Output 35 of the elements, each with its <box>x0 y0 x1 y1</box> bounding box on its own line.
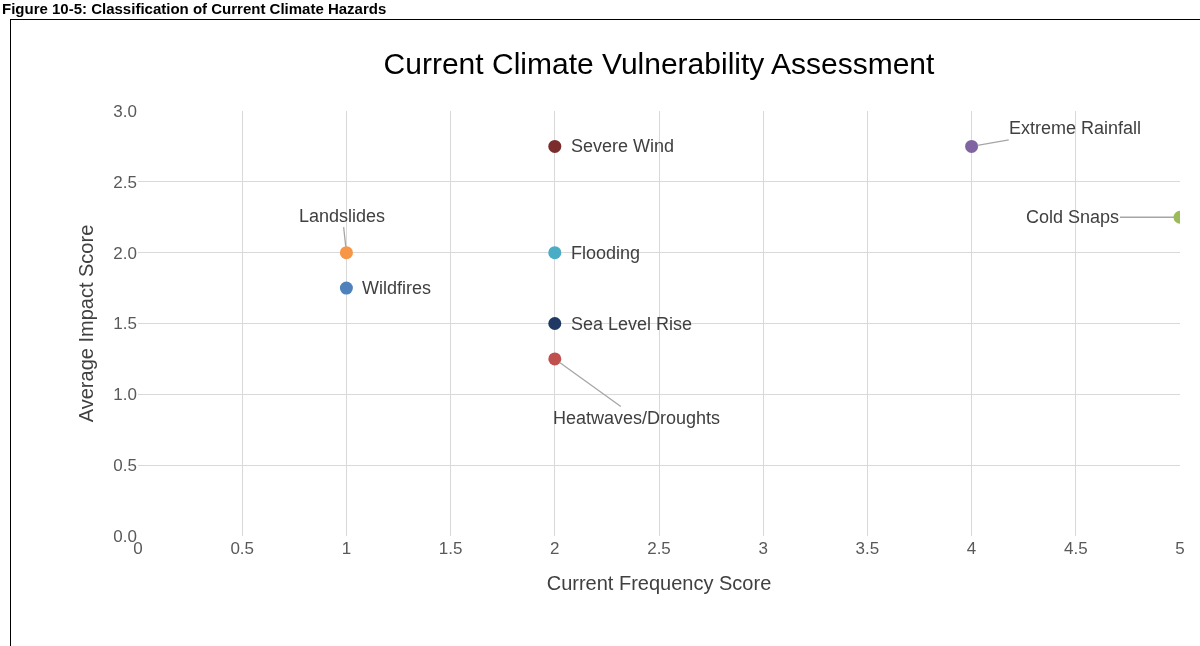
caption: Figure 10-5: Classification of Current Climate Hazards <box>2 0 387 18</box>
x-tick-label: 5 <box>1175 539 1185 558</box>
x-tick-label: 1 <box>341 539 352 558</box>
y-tick-label: 2.0 <box>113 243 137 263</box>
series-label: Sea Level Rise <box>571 314 693 334</box>
point <box>965 139 979 153</box>
point <box>548 352 562 366</box>
point <box>339 246 353 260</box>
y-tick-label: 1.5 <box>113 314 137 334</box>
x-tick-label: 0.5 <box>230 539 255 558</box>
y-axis-title: Average Impact Score <box>74 224 97 423</box>
point <box>548 139 562 153</box>
series-label: Extreme Rainfall <box>1009 118 1142 138</box>
x-tick-label: 3 <box>758 539 768 558</box>
point <box>548 246 562 260</box>
x-axis-title: Current Frequency Score <box>546 571 772 594</box>
point <box>548 317 562 330</box>
text: Heatwaves/Droughts <box>553 408 721 428</box>
x-tick-label: 3.5 <box>855 539 880 558</box>
series-label: Severe Wind <box>571 136 675 156</box>
text: Cold Snaps <box>1026 207 1120 227</box>
y-tick-label: 0.5 <box>113 456 137 476</box>
x-tick-label: 2.5 <box>647 539 671 558</box>
x-tick-label: 1.5 <box>438 539 463 558</box>
y-tick-label: 2.5 <box>113 172 137 192</box>
y-tick-label: 1.0 <box>113 385 137 405</box>
point <box>339 281 353 295</box>
series-label: Wildfires <box>362 278 432 298</box>
series-label: Landslides <box>299 206 386 226</box>
series-label: Flooding <box>571 243 641 263</box>
y-tick-label: 3.0 <box>113 101 137 121</box>
chart-title: Current Climate Vulnerability Assessment <box>383 47 936 81</box>
x-tick-label: 4 <box>966 539 977 558</box>
x-tick-label: 2 <box>550 539 560 558</box>
x-tick-label: 4.5 <box>1063 539 1088 558</box>
